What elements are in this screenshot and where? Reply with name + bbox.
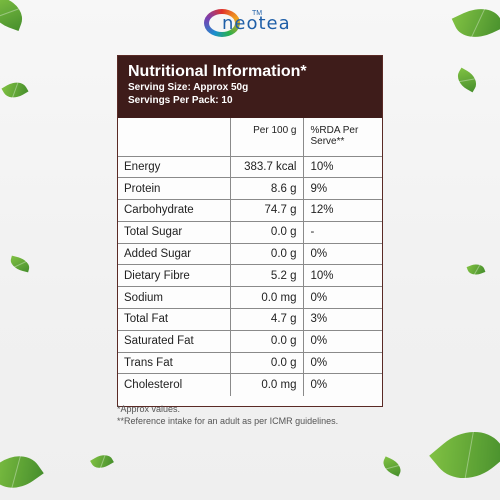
nutrient-name: Total Sugar (118, 220, 231, 244)
nutrient-amount: 8.6 g (229, 177, 304, 201)
leaf-decoration-icon (1, 77, 29, 103)
table-row: Sodium 0.0 mg 0% (118, 286, 382, 310)
table-header-row: Per 100 g %RDA Per Serve** (118, 118, 382, 157)
servings-per-pack: Servings Per Pack: 10 (128, 95, 233, 106)
leaf-decoration-icon (466, 261, 486, 278)
nutrient-rda: 0% (302, 242, 382, 266)
header-per-100g: Per 100 g (229, 118, 304, 157)
footnote-approx: *Approx values. (117, 404, 181, 414)
table-row: Protein 8.6 g 9% (118, 177, 382, 201)
brand-name: neotea (222, 12, 291, 34)
table-row: Saturated Fat 0.0 g 0% (118, 329, 382, 353)
nutrient-rda: 0% (302, 286, 382, 310)
nutrient-name: Saturated Fat (118, 329, 231, 353)
leaf-decoration-icon (8, 255, 32, 273)
nutrient-name: Sodium (118, 286, 231, 310)
header-rda: %RDA Per Serve** (302, 118, 382, 157)
serving-size: Serving Size: Approx 50g (128, 82, 249, 93)
nutrient-rda: 10% (302, 264, 382, 288)
nutrient-name: Total Fat (118, 308, 231, 331)
nutrient-amount: 0.0 g (229, 242, 304, 266)
nutrient-rda: 9% (302, 177, 382, 201)
nutrient-amount: 0.0 mg (229, 373, 304, 396)
nutrient-rda: 0% (302, 329, 382, 353)
nutrient-amount: 4.7 g (229, 308, 304, 331)
table-row: Cholesterol 0.0 mg 0% (118, 373, 382, 396)
trademark-mark: TM (252, 10, 263, 17)
nutrient-amount: 383.7 kcal (229, 155, 304, 179)
nutrient-rda: 0% (302, 373, 382, 396)
leaf-decoration-icon (0, 0, 28, 32)
table-row: Carbohydrate 74.7 g 12% (118, 199, 382, 222)
nutrient-rda: 10% (302, 155, 382, 179)
footnotes: *Approx values. **Reference intake for a… (117, 403, 338, 427)
panel-header: Nutritional Information* Serving Size: A… (118, 56, 382, 118)
table-row: Added Sugar 0.0 g 0% (118, 242, 382, 266)
table-row: Total Sugar 0.0 g- (118, 220, 382, 244)
nutrient-rda: 12% (302, 199, 382, 222)
nutrient-amount: 0.0 g (229, 220, 304, 244)
brand-logo: neotea (204, 8, 291, 38)
nutrition-panel: Nutritional Information* Serving Size: A… (117, 55, 383, 407)
leaf-decoration-icon (453, 67, 481, 93)
table-row: Dietary Fibre 5.2 g 10% (118, 264, 382, 288)
nutrient-rda: - (302, 220, 382, 244)
logo-swirl-icon (204, 9, 240, 37)
nutrient-amount: 0.0 g (229, 329, 304, 353)
nutrient-amount: 5.2 g (229, 264, 304, 288)
nutrient-name: Protein (118, 177, 231, 201)
table-row: Trans Fat 0.0 g 0% (118, 351, 382, 375)
nutrient-name: Trans Fat (118, 351, 231, 375)
nutrient-name: Cholesterol (118, 373, 231, 396)
header-nutrient (118, 118, 231, 157)
leaf-decoration-icon (380, 456, 404, 477)
nutrient-name: Dietary Fibre (118, 264, 231, 288)
leaf-decoration-icon (0, 445, 44, 499)
leaf-decoration-icon (90, 450, 114, 473)
table-row: Total Fat 4.7 g 3% (118, 308, 382, 331)
nutrient-name: Energy (118, 155, 231, 179)
panel-title: Nutritional Information* (128, 63, 307, 80)
nutrient-name: Carbohydrate (118, 199, 231, 222)
nutrient-amount: 0.0 g (229, 351, 304, 375)
leaf-decoration-icon (451, 0, 500, 46)
table-row: Energy 383.7 kcal 10% (118, 155, 382, 179)
nutrient-rda: 0% (302, 351, 382, 375)
footnote-reference: **Reference intake for an adult as per I… (117, 416, 339, 426)
nutrient-name: Added Sugar (118, 242, 231, 266)
nutrient-amount: 74.7 g (229, 199, 304, 222)
nutrient-amount: 0.0 mg (229, 286, 304, 310)
nutrition-table: Per 100 g %RDA Per Serve** Energy 383.7 k… (118, 118, 382, 396)
nutrient-rda: 3% (302, 308, 382, 331)
leaf-decoration-icon (429, 415, 500, 495)
